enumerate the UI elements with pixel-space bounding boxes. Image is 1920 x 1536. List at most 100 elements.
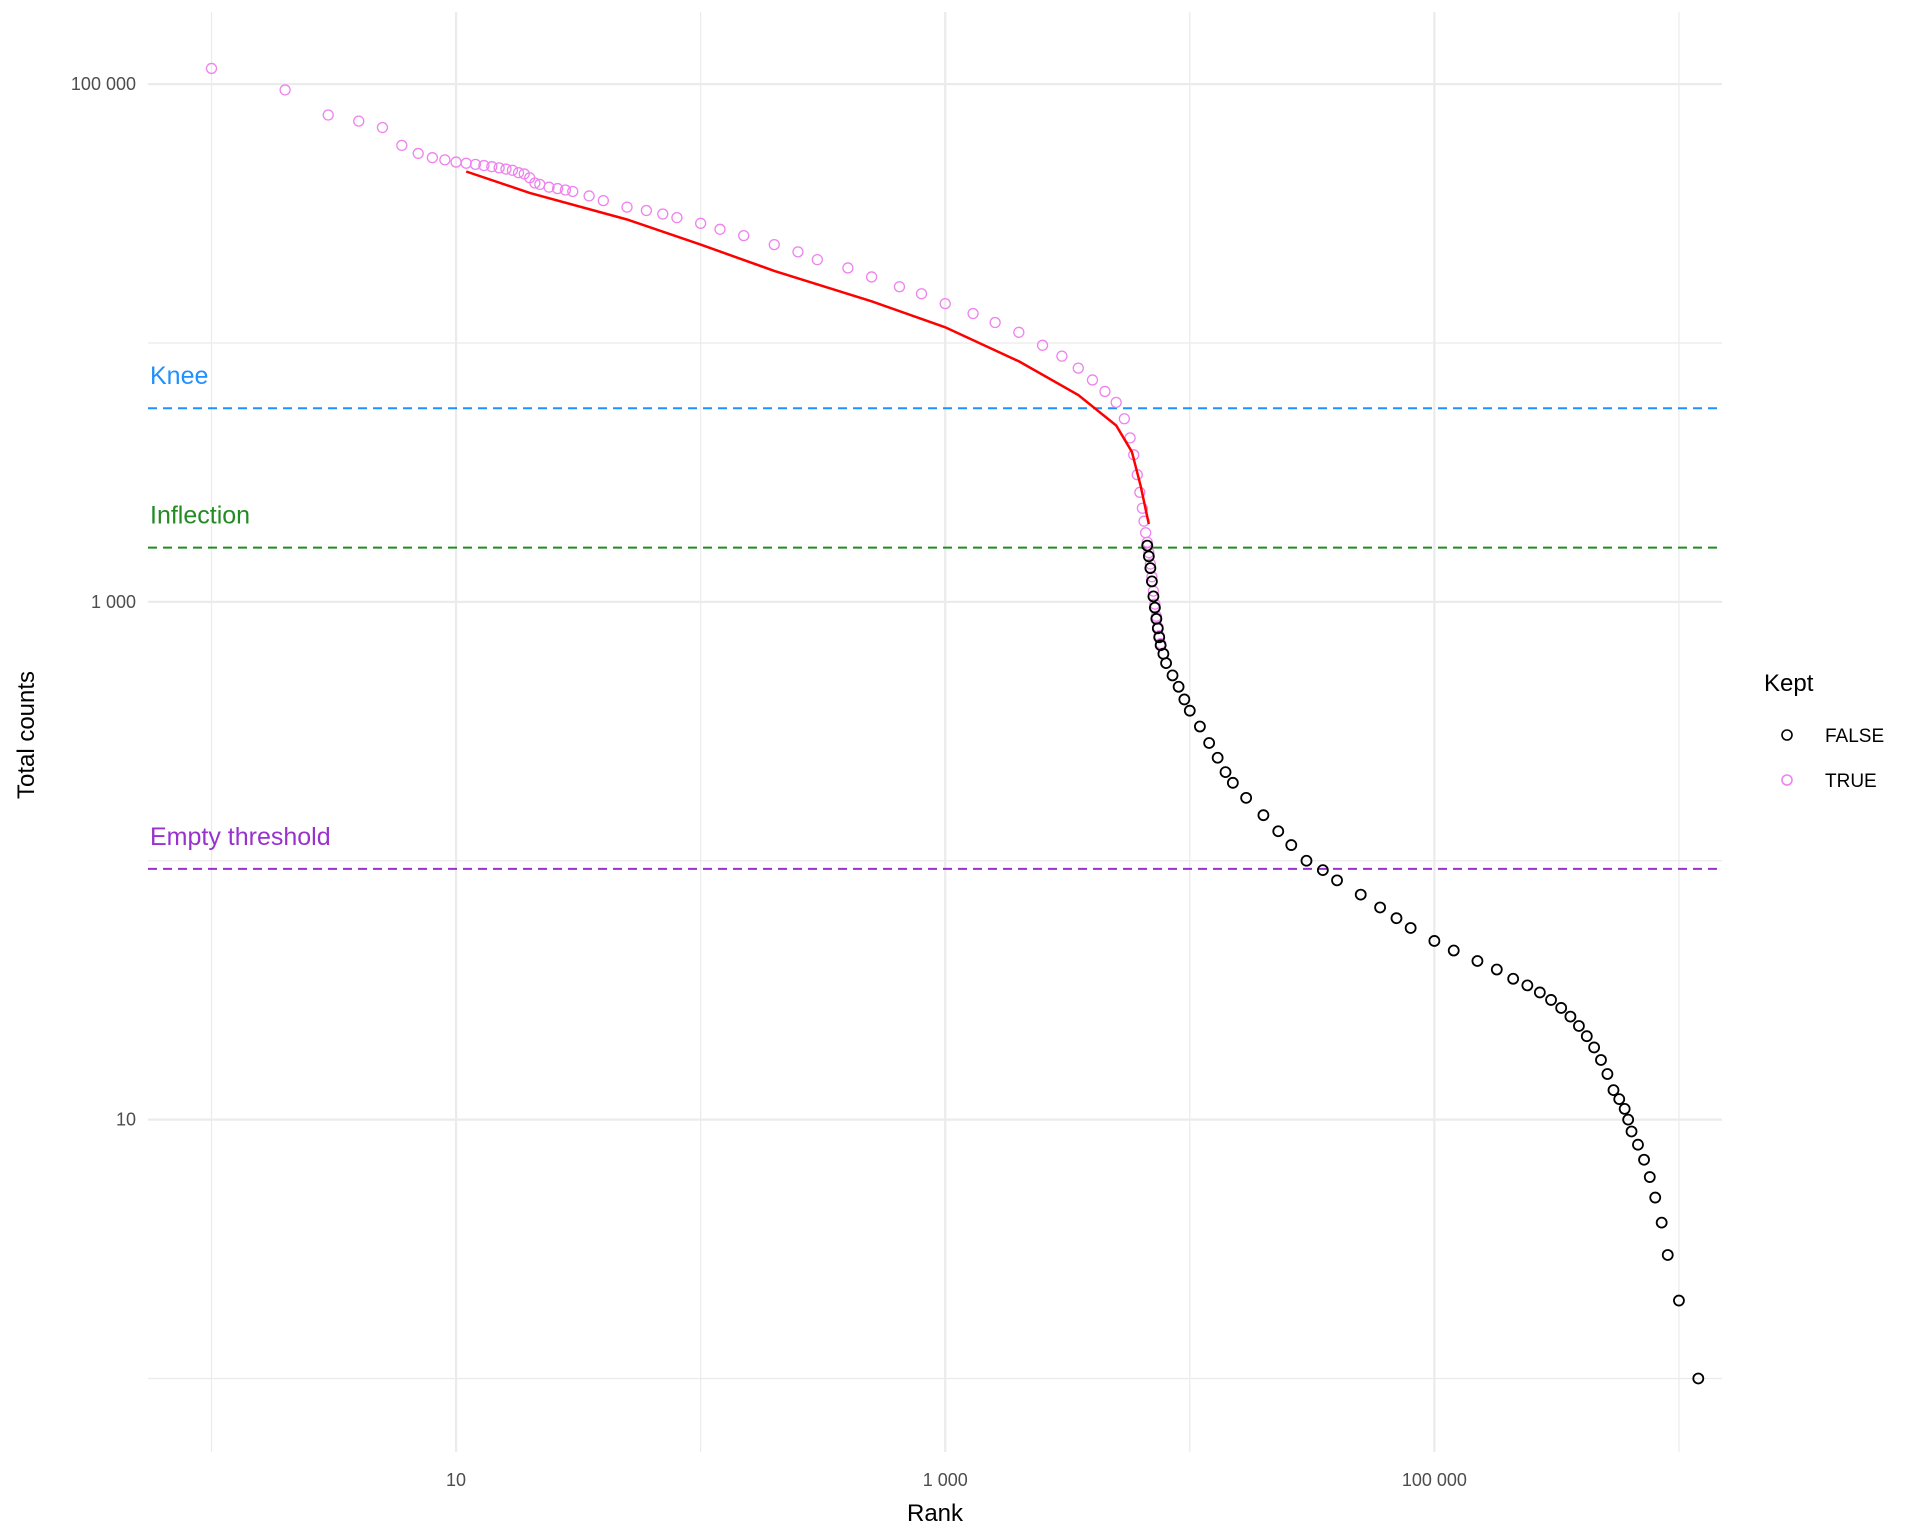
- point-true: [205, 62, 218, 75]
- point-true: [939, 297, 951, 310]
- point-true: [551, 182, 564, 195]
- point-false: [1172, 680, 1185, 693]
- point-true: [376, 121, 389, 134]
- point-false: [1390, 912, 1403, 925]
- point-false: [1316, 864, 1329, 877]
- point-false: [1607, 1084, 1620, 1097]
- point-true: [1036, 339, 1049, 351]
- point-true: [543, 181, 555, 193]
- point-true: [1136, 502, 1149, 514]
- y-tick-label: 1 000: [91, 592, 136, 612]
- point-true: [559, 184, 572, 196]
- point-true: [469, 158, 482, 171]
- point-true: [1086, 374, 1099, 386]
- point-true: [657, 208, 669, 220]
- point-false: [1447, 944, 1460, 957]
- point-false: [1638, 1153, 1650, 1166]
- point-false: [1240, 791, 1253, 804]
- point-true: [412, 147, 424, 160]
- point-false: [1692, 1372, 1705, 1385]
- series-true: [205, 62, 1167, 650]
- point-false: [1148, 601, 1161, 614]
- point-true: [279, 84, 291, 96]
- point-true: [597, 194, 609, 207]
- point-true: [426, 152, 439, 164]
- point-true: [486, 161, 498, 173]
- point-true: [671, 212, 683, 224]
- legend: Kept FALSE TRUE: [1764, 670, 1884, 792]
- x-tick-label: 100 000: [1402, 1470, 1467, 1490]
- point-false: [1146, 575, 1158, 588]
- x-axis-title: Rank: [907, 1500, 964, 1527]
- point-true: [439, 154, 451, 166]
- point-true: [842, 262, 854, 274]
- point-true: [1056, 350, 1068, 362]
- point-true: [396, 139, 408, 152]
- point-true: [640, 204, 653, 217]
- point-false: [1285, 839, 1298, 851]
- point-false: [1183, 704, 1196, 717]
- legend-label-false: FALSE: [1825, 726, 1884, 747]
- y-tick-label: 100 000: [71, 74, 136, 94]
- point-false: [1533, 986, 1546, 999]
- point-true: [500, 163, 512, 175]
- point-true: [811, 253, 823, 266]
- point-false: [1625, 1125, 1638, 1138]
- series-false: [1141, 539, 1705, 1385]
- point-true: [506, 164, 519, 176]
- point-false: [1545, 994, 1557, 1006]
- point-false: [1643, 1171, 1656, 1183]
- point-true: [1110, 396, 1122, 408]
- point-false: [1142, 550, 1155, 563]
- point-false: [1354, 888, 1367, 901]
- point-false: [1618, 1103, 1631, 1115]
- point-false: [1622, 1113, 1635, 1126]
- point-false: [1490, 963, 1503, 976]
- point-true: [915, 288, 928, 300]
- point-true: [1144, 558, 1157, 570]
- point-false: [1141, 539, 1154, 552]
- legend-key-false: [1781, 729, 1793, 741]
- knee-label: Knee: [150, 362, 208, 390]
- point-false: [1564, 1010, 1577, 1023]
- reference-lines: Knee Inflection Empty threshold: [148, 362, 1722, 870]
- point-false: [1521, 979, 1534, 992]
- point-false: [1147, 590, 1160, 603]
- point-false: [1555, 1002, 1568, 1014]
- point-false: [1300, 854, 1313, 867]
- point-true: [893, 281, 906, 293]
- point-true: [989, 316, 1001, 329]
- point-false: [1673, 1294, 1685, 1307]
- point-false: [1507, 972, 1520, 985]
- point-true: [1149, 598, 1161, 610]
- y-tick-label: 10: [116, 1110, 136, 1130]
- point-false: [1153, 631, 1166, 644]
- grid-lines: [148, 12, 1722, 1452]
- point-true: [478, 159, 490, 172]
- point-false: [1374, 901, 1387, 914]
- point-false: [1655, 1216, 1668, 1229]
- point-true: [1146, 571, 1158, 583]
- point-true: [1143, 546, 1155, 559]
- point-true: [567, 185, 579, 198]
- point-false: [1588, 1041, 1601, 1054]
- legend-label-true: TRUE: [1825, 771, 1877, 792]
- point-false: [1573, 1020, 1585, 1032]
- point-true: [1118, 413, 1130, 425]
- point-true: [583, 190, 595, 202]
- inflection-label: Inflection: [150, 502, 250, 530]
- point-true: [529, 177, 541, 189]
- legend-key-true: [1781, 774, 1793, 786]
- y-axis-title: Total counts: [13, 671, 40, 799]
- point-true: [512, 167, 525, 179]
- point-false: [1613, 1093, 1626, 1106]
- legend-title: Kept: [1764, 670, 1814, 697]
- point-true: [738, 229, 750, 242]
- point-false: [1601, 1068, 1614, 1080]
- point-true: [1099, 385, 1111, 398]
- point-false: [1595, 1054, 1607, 1066]
- tick-labels: 10 1 000 100 000 10 1 000 100 000: [71, 74, 1467, 1490]
- point-false: [1331, 874, 1343, 887]
- point-true: [1013, 326, 1025, 338]
- point-false: [1404, 922, 1417, 934]
